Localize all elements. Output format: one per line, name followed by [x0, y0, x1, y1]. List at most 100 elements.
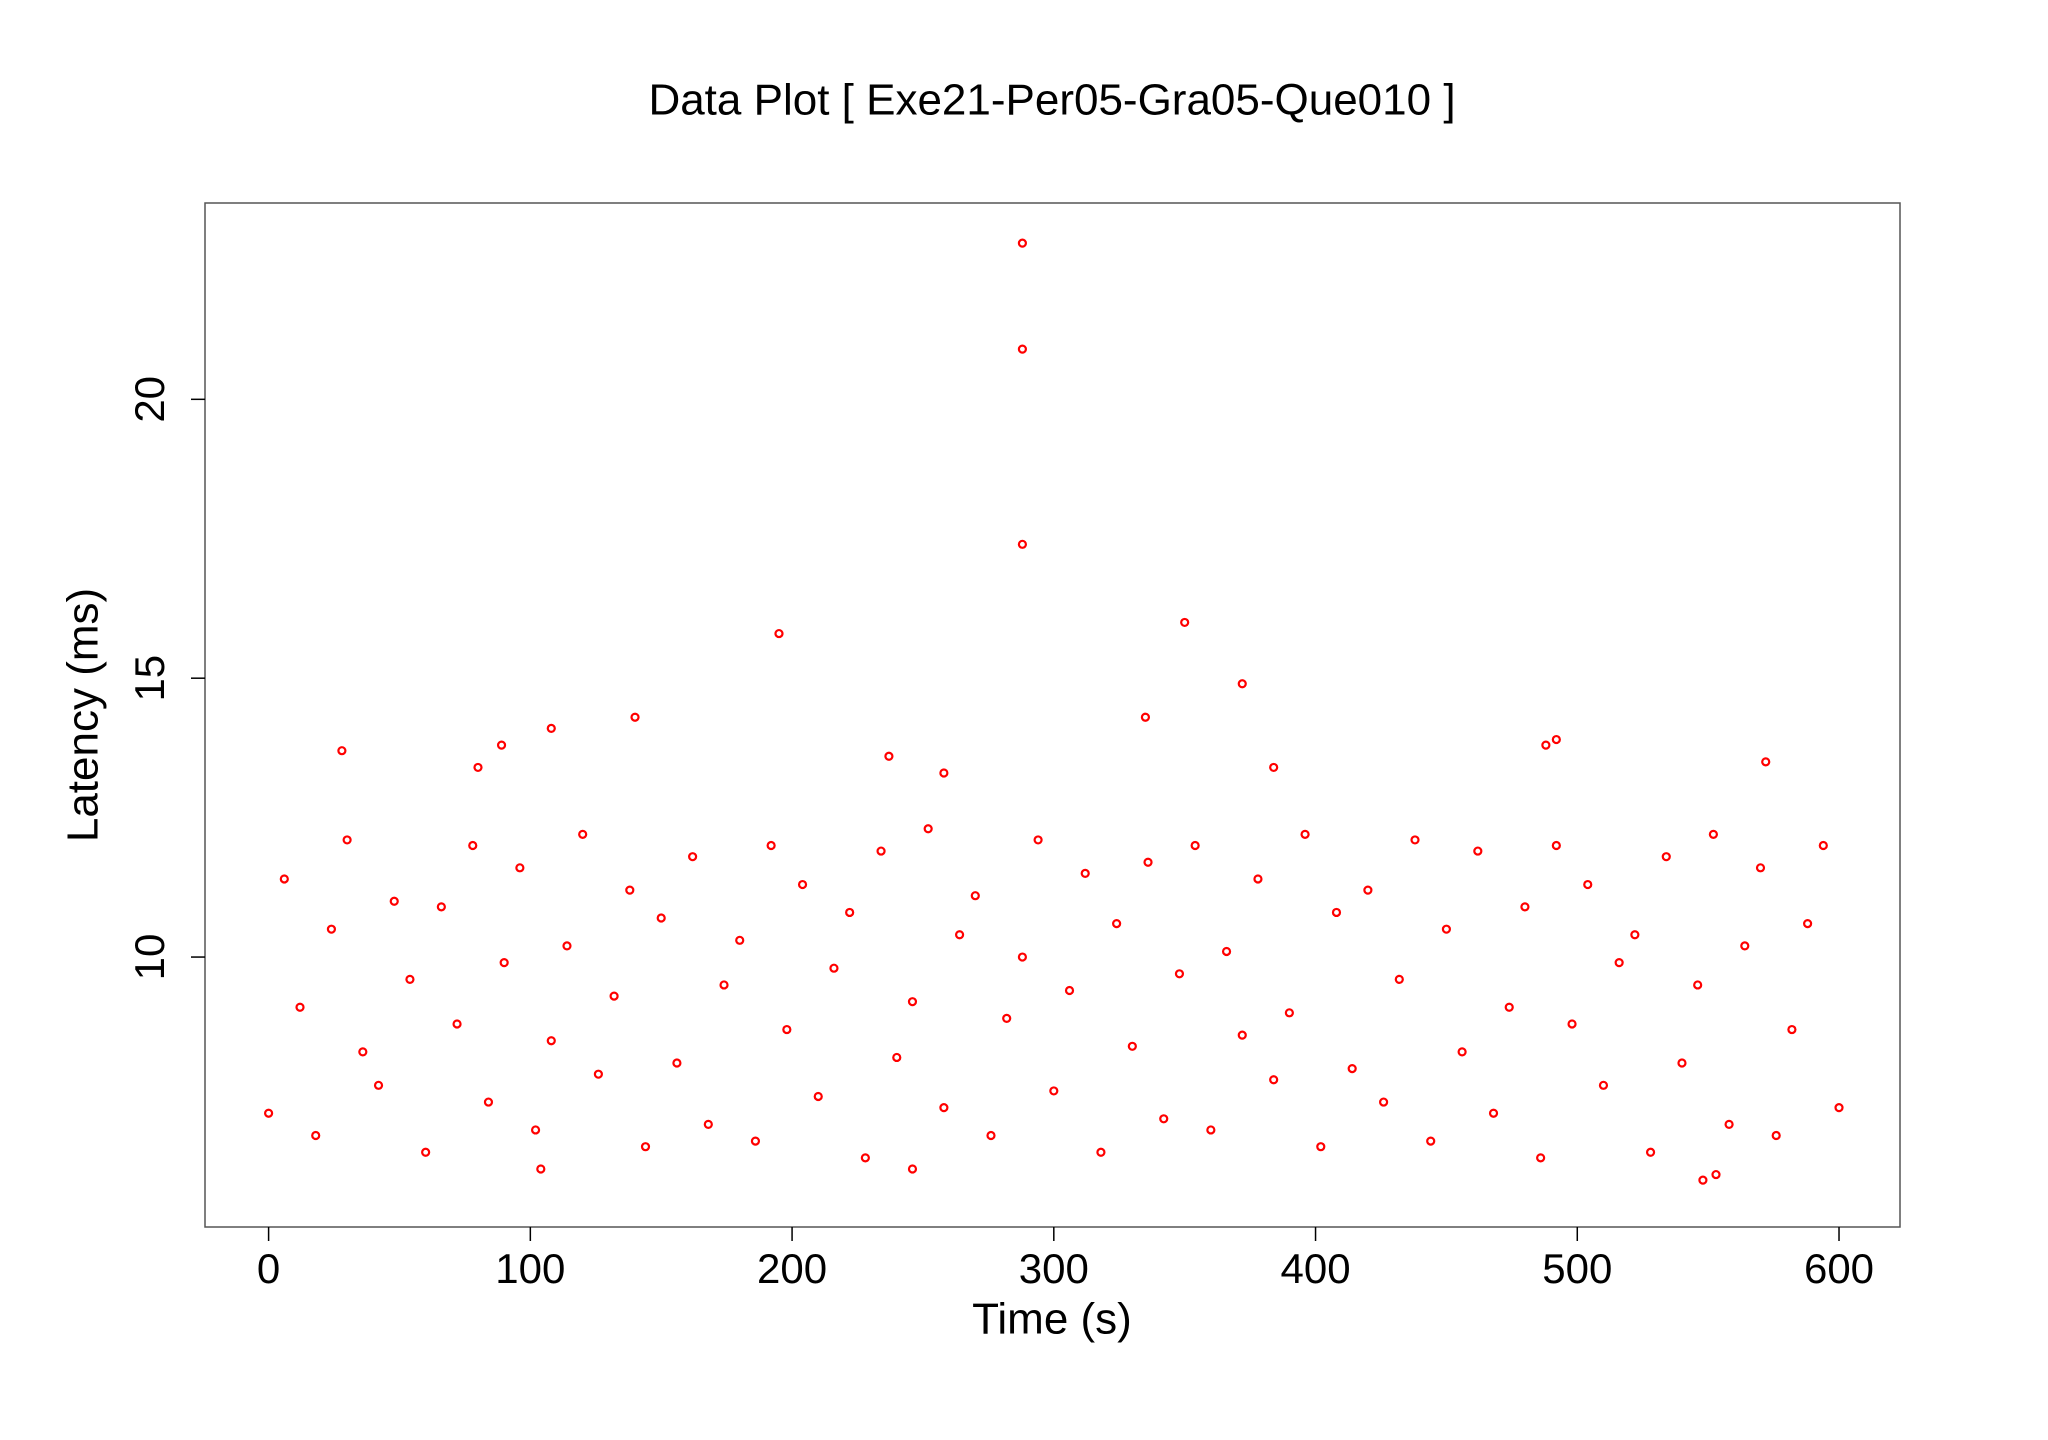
point — [1803, 918, 1813, 929]
point — [546, 723, 556, 733]
plot-frame — [204, 202, 1901, 1228]
point — [774, 628, 784, 639]
point — [884, 751, 894, 761]
chart-title: Data Plot [ Exe21-Per05-Gra05-Que010 ] — [648, 76, 1455, 125]
point — [1033, 835, 1043, 845]
x-tick-label: 0 — [257, 1245, 280, 1292]
point — [1300, 829, 1310, 839]
point — [797, 879, 808, 890]
point — [1630, 930, 1640, 940]
point — [750, 1136, 761, 1146]
point — [1269, 1075, 1279, 1085]
point — [1221, 946, 1232, 957]
point — [1017, 952, 1028, 962]
point — [970, 891, 980, 901]
point — [688, 852, 698, 862]
point — [1724, 1119, 1734, 1129]
point — [1378, 1097, 1389, 1107]
point — [326, 924, 337, 934]
point — [1080, 868, 1090, 878]
point — [1567, 1019, 1577, 1029]
point — [923, 824, 933, 834]
point — [1180, 617, 1190, 628]
point — [813, 1091, 823, 1102]
point — [625, 885, 635, 895]
point — [1787, 1024, 1797, 1035]
point — [515, 863, 525, 873]
point — [1818, 840, 1828, 851]
point — [562, 941, 572, 951]
point — [1096, 1147, 1106, 1157]
point — [1473, 846, 1483, 856]
point — [1363, 885, 1373, 895]
point — [1159, 1114, 1169, 1124]
point — [1457, 1047, 1467, 1057]
point — [630, 712, 640, 722]
x-tick-label: 500 — [1542, 1245, 1612, 1292]
point — [1394, 974, 1404, 984]
point — [1426, 1136, 1436, 1146]
point — [1347, 1064, 1357, 1074]
point — [1269, 762, 1279, 773]
point — [829, 963, 839, 973]
point — [264, 1108, 274, 1118]
point — [1017, 344, 1028, 354]
point — [1834, 1103, 1844, 1113]
point — [311, 1130, 321, 1141]
point — [1755, 863, 1766, 873]
point — [609, 991, 619, 1001]
x-tick-label: 200 — [757, 1245, 827, 1292]
point — [1708, 829, 1718, 839]
point — [1017, 539, 1028, 549]
point — [1017, 238, 1028, 248]
point — [1551, 734, 1561, 745]
point — [473, 762, 483, 773]
point — [1740, 941, 1750, 951]
point — [719, 980, 729, 990]
point — [279, 874, 289, 884]
point — [1049, 1086, 1059, 1096]
point — [939, 1103, 949, 1113]
point — [536, 1164, 546, 1174]
point — [1190, 840, 1200, 851]
x-axis-label: Time (s) — [972, 1295, 1132, 1344]
point — [845, 907, 855, 918]
point — [1174, 969, 1185, 979]
point — [337, 746, 347, 756]
y-tick-label: 15 — [126, 655, 173, 702]
point — [1677, 1058, 1687, 1068]
point — [1143, 857, 1153, 867]
point — [1237, 1030, 1247, 1040]
point — [656, 913, 666, 923]
point — [892, 1052, 902, 1063]
point — [876, 846, 886, 856]
point — [954, 930, 965, 940]
point — [295, 1002, 305, 1012]
point — [1771, 1130, 1781, 1141]
point — [1693, 980, 1703, 990]
point — [907, 997, 918, 1007]
point — [1112, 918, 1122, 929]
x-tick-label: 300 — [1019, 1245, 1089, 1292]
point — [1551, 840, 1561, 851]
point — [1064, 985, 1075, 996]
point — [1614, 958, 1624, 968]
y-tick-label: 20 — [126, 376, 173, 423]
point — [1520, 902, 1530, 912]
point — [1140, 712, 1151, 722]
point — [1488, 1108, 1499, 1118]
point — [1206, 1125, 1216, 1135]
point — [421, 1147, 431, 1157]
point — [468, 840, 478, 851]
point — [1410, 835, 1420, 845]
point — [1127, 1041, 1137, 1051]
point — [939, 768, 949, 778]
x-tick-label: 400 — [1281, 1245, 1351, 1292]
point — [1711, 1169, 1721, 1180]
point — [530, 1125, 541, 1135]
point — [546, 1036, 556, 1046]
point — [1002, 1013, 1012, 1024]
point — [1536, 1153, 1546, 1163]
point — [1441, 924, 1452, 934]
point — [496, 740, 507, 750]
